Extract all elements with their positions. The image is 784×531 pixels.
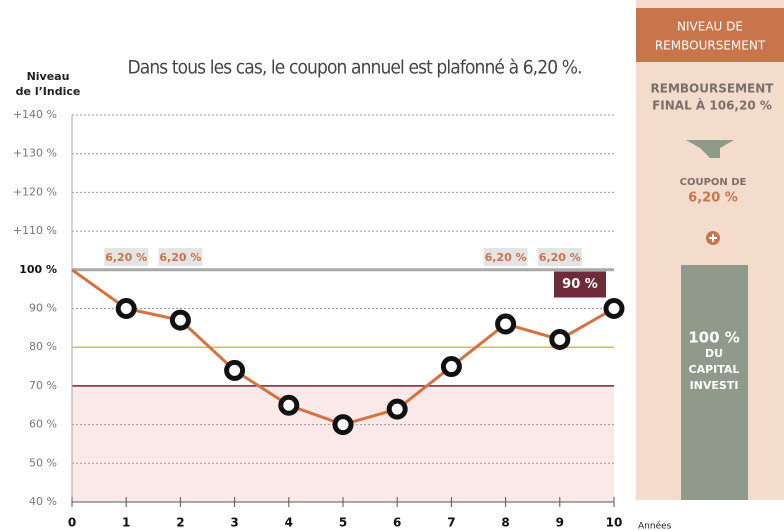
y-tick-label: +130 %	[13, 147, 57, 160]
coupon-bg	[537, 248, 582, 266]
y-tick-label: +120 %	[13, 185, 57, 198]
y-tick-label: 100 %	[19, 263, 57, 276]
point	[603, 298, 625, 319]
point	[278, 394, 300, 416]
point	[169, 309, 191, 331]
y-tick-label: 80 %	[29, 340, 57, 353]
point	[332, 414, 354, 436]
x-tick-label: 6	[393, 516, 401, 530]
panel-coupon: COUPON DE	[680, 177, 747, 188]
coupon-label: 6,20 %	[105, 251, 147, 264]
x-tick-label: 2	[176, 516, 184, 530]
point	[495, 313, 517, 335]
point	[440, 356, 462, 378]
chart-title: Dans tous les cas, le coupon annuel est …	[128, 57, 583, 79]
coupon-bg	[483, 248, 528, 266]
panel-capital: INVESTI	[690, 379, 739, 392]
x-tick-label: 9	[556, 516, 564, 530]
panel-final: REMBOURSEMENT	[651, 82, 775, 96]
y-tick-label: +140 %	[13, 108, 57, 121]
y-label: Niveau	[27, 70, 70, 83]
point	[115, 298, 137, 319]
coupon-label: 6,20 %	[159, 251, 201, 264]
y-tick-label: 70 %	[29, 379, 57, 392]
panel-final: FINAL À 106,20 %	[652, 98, 772, 113]
panel-header	[636, 8, 784, 62]
x-tick-label: 7	[447, 516, 455, 530]
y-tick-label: 40 %	[29, 495, 57, 508]
panel-capital: DU	[705, 347, 723, 360]
y-tick-label: 50 %	[29, 456, 57, 469]
coupon-bg	[158, 248, 203, 266]
final-label-bg	[554, 271, 606, 298]
risk-zone	[72, 385, 614, 502]
coupon-label: 6,20 %	[485, 251, 527, 264]
x-label: Années	[638, 521, 672, 531]
x-tick-label: 5	[339, 516, 347, 530]
coupon-bg	[104, 248, 149, 266]
panel-header: NIVEAU DE	[677, 20, 743, 34]
x-tick-label: 4	[285, 516, 293, 530]
panel-header: REMBOURSEMENT	[655, 39, 766, 53]
point	[549, 328, 571, 350]
x-tick-label: 1	[122, 516, 130, 530]
y-tick-label: 90 %	[29, 302, 57, 315]
final-label: 90 %	[562, 277, 598, 292]
x-tick-label: 0	[68, 516, 76, 530]
y-tick-label: 60 %	[29, 418, 57, 431]
panel-capital: CAPITAL	[689, 363, 740, 376]
x-tick-label: 3	[230, 516, 238, 530]
coupon-label: 6,20 %	[539, 251, 581, 264]
panel-capital: 100 %	[688, 329, 740, 347]
point	[386, 398, 408, 420]
arrow-head	[700, 146, 720, 158]
x-tick-label: 8	[501, 516, 509, 530]
capital-box	[681, 265, 748, 500]
x-tick-label: 10	[606, 516, 623, 530]
point	[224, 359, 246, 381]
y-label: de l’Indice	[16, 85, 81, 98]
panel-coupon: 6,20 %	[688, 191, 738, 206]
y-tick-label: +110 %	[13, 224, 57, 237]
